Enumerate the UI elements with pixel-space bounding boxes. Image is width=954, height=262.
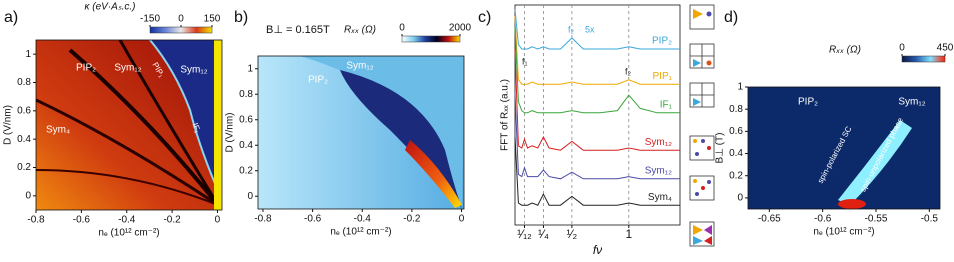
- series-label: IF₁: [660, 99, 673, 110]
- y-tick-label: 0: [25, 190, 31, 201]
- plot-frame: [514, 4, 681, 226]
- y-tick-label: 0.8: [239, 89, 253, 100]
- y-tick-label: 0.6: [17, 105, 31, 116]
- colorbar-tick-label: 450: [937, 43, 954, 54]
- x-tick-label: -0.65: [758, 214, 781, 225]
- annotation: B⊥ = 0.165T: [266, 24, 330, 36]
- y-tick-label: 0: [737, 193, 743, 204]
- x-tick-label: -0.4: [118, 215, 136, 226]
- x-tick-label: -0.2: [403, 214, 421, 225]
- y-tick-label: 1: [25, 49, 31, 60]
- y-tick-label: 0.6: [729, 126, 743, 137]
- x-tick-label: 1: [625, 227, 632, 241]
- x-tick-label: ¹⁄₁₂: [517, 227, 532, 241]
- y-tick-label: 0.2: [239, 165, 253, 176]
- region-label: Sym₄: [46, 125, 70, 136]
- y-tick-label: 1: [737, 82, 743, 93]
- series-label: Sym₁₂: [645, 137, 672, 148]
- fft-trace: [514, 9, 680, 50]
- plot-frame: [257, 55, 465, 210]
- region-label: IF₁: [190, 122, 202, 135]
- fft-trace: [514, 26, 680, 114]
- x-tick-label: -0.6: [304, 214, 322, 225]
- panel-label: d): [724, 9, 738, 26]
- y-tick-label: 0.2: [17, 162, 31, 173]
- series-label: Sym₄: [648, 192, 672, 203]
- x-tick-label: 0: [215, 215, 221, 226]
- colorbar-title: Rₓₓ (Ω): [344, 25, 376, 36]
- colorbar-title: Rₓₓ (Ω): [829, 45, 861, 56]
- series-label: PIP₁: [653, 71, 673, 82]
- x-tick-label: ¹⁄₂: [567, 227, 578, 241]
- heatmap: [748, 87, 940, 209]
- annotation: f₂: [625, 66, 632, 76]
- series-label: PIP₂: [652, 36, 672, 47]
- heatmap: [36, 40, 222, 210]
- x-tick-label: ¹⁄₄: [538, 227, 549, 241]
- y-tick-label: 1: [247, 63, 253, 74]
- heatmap: [258, 56, 464, 209]
- region-label: PIP₂: [798, 97, 818, 108]
- colorbar: [149, 26, 213, 34]
- y-tick-label: 0.4: [239, 140, 253, 151]
- x-axis-title: nₑ (10¹² cm⁻²): [98, 228, 159, 239]
- colorbar-tick-label: 0: [178, 14, 184, 25]
- plot-frame: [35, 39, 223, 211]
- y-tick-label: 0: [247, 191, 253, 202]
- x-tick-label: 0: [459, 214, 465, 225]
- x-tick-label: -0.55: [865, 214, 888, 225]
- colorbar-tick-label: -150: [140, 14, 160, 25]
- region-label: Sym₁₂: [346, 61, 373, 72]
- y-tick-label: 0.2: [729, 170, 743, 181]
- y-tick-label: 0.8: [17, 77, 31, 88]
- x-axis-title: nₑ (10¹² cm⁻²): [813, 227, 874, 238]
- colorbar-tick-label: 0: [899, 43, 905, 54]
- fft-trace: [514, 48, 680, 151]
- fft-trace: [514, 92, 680, 180]
- series-label: Sym₁₂: [645, 165, 672, 176]
- annotation: f₁: [522, 56, 528, 66]
- x-tick-label: -0.8: [254, 214, 272, 225]
- x-tick-label: -0.6: [814, 214, 832, 225]
- y-axis-title: FFT of Rₓₓ (a.u.): [500, 79, 511, 151]
- region-label: Sym₁₂: [898, 97, 925, 108]
- x-tick-label: -0.2: [163, 215, 181, 226]
- colorbar: [901, 55, 946, 63]
- colorbar-tick-label: 0: [399, 23, 405, 34]
- y-axis-title: D (V/nm): [3, 105, 14, 145]
- panel-label: a): [4, 9, 18, 26]
- x-axis-title: nₑ (10¹² cm⁻²): [330, 227, 391, 238]
- colorbar: [401, 35, 461, 43]
- colorbar-tick-label: 150: [204, 14, 221, 25]
- fft-trace: [514, 136, 680, 206]
- y-tick-label: 0.4: [17, 134, 31, 145]
- colorbar-title: κ (eV·Aₛ.c.): [85, 2, 136, 13]
- x-tick-label: -0.4: [354, 214, 372, 225]
- x-tick-label: -0.8: [27, 215, 45, 226]
- phase-icons: [689, 4, 715, 247]
- x-tick-label: -0.5: [921, 214, 939, 225]
- y-tick-label: 0.6: [239, 114, 253, 125]
- y-axis-title: B⊥ (T): [715, 133, 726, 164]
- panel-label: b): [234, 9, 248, 26]
- fft-trace: [514, 15, 680, 85]
- region-label: PIP₂: [76, 63, 96, 74]
- phase-icon-marks: [693, 9, 712, 245]
- region-label: Sym₁₂: [114, 63, 141, 74]
- y-tick-label: 0.4: [729, 148, 743, 159]
- x-axis-title: fν: [593, 243, 602, 257]
- panel-label: c): [478, 9, 491, 26]
- region-label: PIP₂: [308, 75, 328, 86]
- annotation: f₂: [568, 24, 575, 34]
- colorbar-tick-label: 2000: [449, 23, 472, 34]
- x-tick-label: -0.6: [73, 215, 91, 226]
- y-tick-label: 0.8: [729, 104, 743, 115]
- plot-frame: [747, 86, 941, 210]
- region-label: Sym₁₂: [180, 65, 207, 76]
- y-axis-title: D (V/nm): [225, 113, 236, 153]
- annotation: 5x: [585, 24, 595, 34]
